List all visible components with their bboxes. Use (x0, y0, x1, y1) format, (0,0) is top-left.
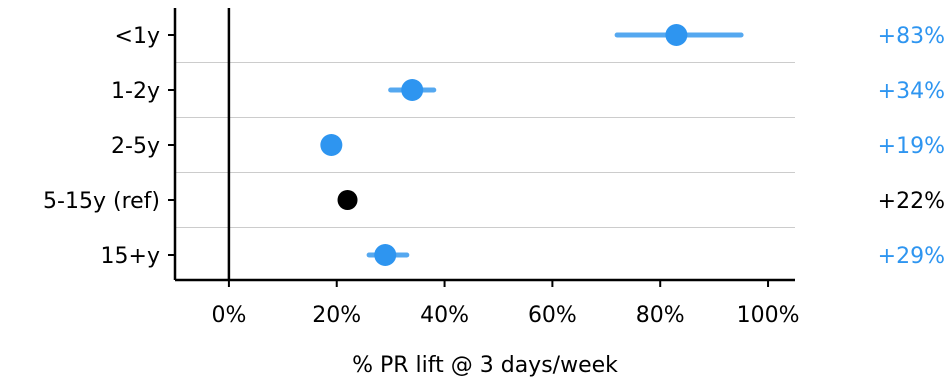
category-label: 2-5y (111, 134, 160, 159)
value-label: +22% (878, 189, 945, 214)
x-tick-label: 80% (636, 303, 685, 328)
confidence-intervals (366, 32, 744, 258)
value-labels: +83% +34% +19% +22% +29% (878, 24, 945, 269)
data-point (401, 79, 424, 101)
x-tick-label: 0% (211, 303, 246, 328)
value-label: +83% (878, 24, 945, 49)
grid-lines (175, 62, 795, 228)
data-point (665, 24, 688, 46)
category-label: 5-15y (ref) (43, 189, 160, 214)
data-point (320, 134, 343, 156)
x-tick-label: 40% (420, 303, 469, 328)
x-tick-label: 20% (312, 303, 361, 328)
category-label: 15+y (101, 244, 160, 269)
value-label: +19% (878, 134, 945, 159)
data-point (374, 244, 397, 266)
x-tick-label: 60% (528, 303, 577, 328)
category-label: 1-2y (111, 79, 160, 104)
value-label: +34% (878, 79, 945, 104)
category-labels: <1y 1-2y 2-5y 5-15y (ref) 15+y (43, 24, 175, 269)
category-label: <1y (115, 24, 160, 49)
data-points (320, 24, 688, 266)
x-ticks: 0% 20% 40% 60% 80% 100% (211, 280, 799, 328)
axes (173, 8, 795, 282)
x-axis-title: % PR lift @ 3 days/week (352, 353, 618, 378)
reference-point (337, 190, 358, 210)
value-label: +29% (878, 244, 945, 269)
x-tick-label: 100% (737, 303, 800, 328)
